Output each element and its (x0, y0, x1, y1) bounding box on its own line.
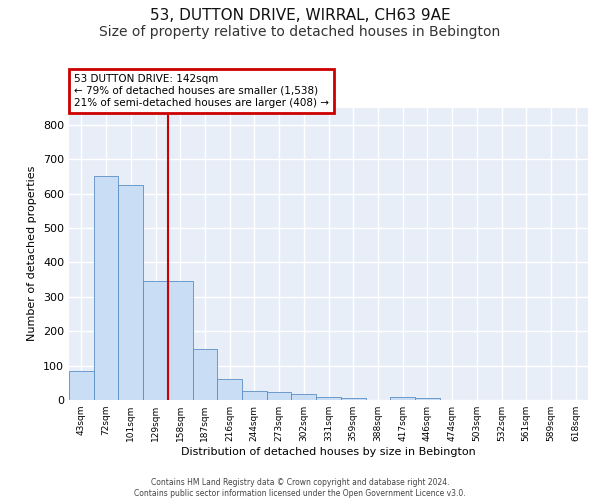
Bar (69, 372, 94, 400)
Text: Size of property relative to detached houses in Bebington: Size of property relative to detached ho… (100, 25, 500, 39)
Bar (242, 392, 267, 400)
Bar (143, 282, 168, 400)
Bar (390, 397, 415, 400)
Text: 53 DUTTON DRIVE: 142sqm
← 79% of detached houses are smaller (1,538)
21% of semi: 53 DUTTON DRIVE: 142sqm ← 79% of detache… (74, 74, 329, 108)
Bar (415, 398, 440, 400)
Bar (168, 282, 193, 400)
Bar (316, 396, 341, 400)
Text: Contains HM Land Registry data © Crown copyright and database right 2024.
Contai: Contains HM Land Registry data © Crown c… (134, 478, 466, 498)
Bar (292, 394, 316, 400)
Bar (267, 392, 292, 400)
Bar (193, 349, 217, 400)
Y-axis label: Number of detached properties: Number of detached properties (28, 166, 37, 342)
Bar (118, 185, 143, 400)
Bar (217, 380, 242, 400)
X-axis label: Distribution of detached houses by size in Bebington: Distribution of detached houses by size … (181, 447, 476, 457)
Bar (94, 176, 118, 400)
Bar (341, 398, 365, 400)
Text: 53, DUTTON DRIVE, WIRRAL, CH63 9AE: 53, DUTTON DRIVE, WIRRAL, CH63 9AE (149, 8, 451, 22)
